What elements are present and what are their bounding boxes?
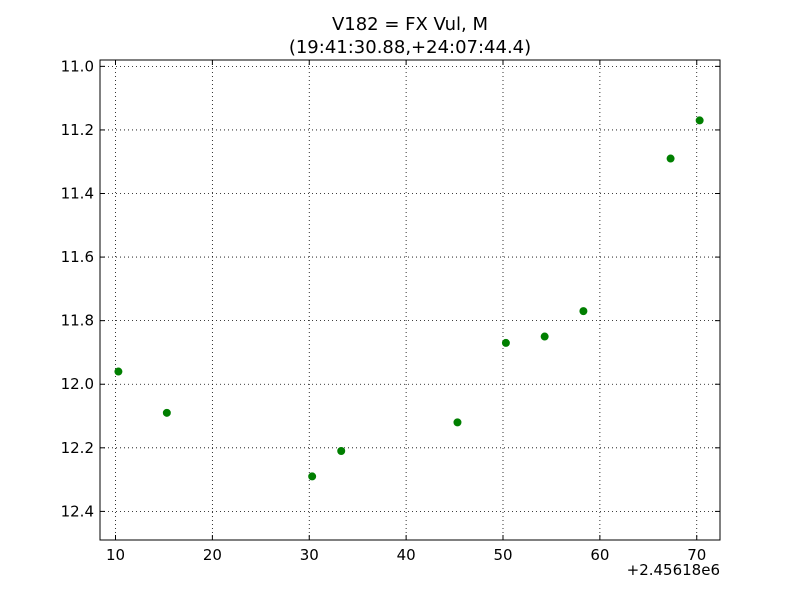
y-tick-label: 12.0	[61, 375, 94, 393]
x-tick-label: 10	[106, 546, 125, 564]
y-tick-label: 11.4	[61, 185, 94, 203]
y-tick-label: 11.8	[61, 312, 94, 330]
x-tick-label: 40	[397, 546, 416, 564]
ticks-layer: 10 20 30 40 50 60 70 11.0 11.2 11.4 11.6 11.8 12.0 12…	[61, 57, 720, 564]
chart-title-line-2: (19:41:30.88,+24:07:44.4)	[289, 37, 531, 58]
points-layer	[114, 116, 704, 481]
data-point	[337, 446, 346, 455]
data-point	[114, 367, 123, 376]
data-point	[453, 418, 462, 427]
x-offset-label: +2.45618e6	[627, 561, 720, 579]
y-tick-label: 12.2	[61, 439, 94, 457]
data-point	[579, 307, 588, 316]
data-point	[540, 332, 549, 341]
chart-title-line-1: V182 = FX Vul, M	[332, 14, 488, 35]
data-point	[162, 408, 171, 417]
y-tick-label: 11.0	[61, 57, 94, 75]
y-tick-label: 11.2	[61, 121, 94, 139]
y-tick-label: 12.4	[61, 502, 94, 520]
data-point	[695, 116, 704, 125]
x-tick-label: 20	[203, 546, 222, 564]
data-point	[308, 472, 317, 481]
data-point	[666, 154, 675, 163]
data-point	[501, 338, 510, 347]
x-tick-label: 70	[687, 546, 706, 564]
grid-layer	[100, 60, 720, 540]
y-tick-label: 11.6	[61, 248, 94, 266]
plot-frame	[99, 59, 721, 541]
x-tick-label: 30	[300, 546, 319, 564]
x-tick-label: 60	[590, 546, 609, 564]
x-tick-label: 50	[493, 546, 512, 564]
